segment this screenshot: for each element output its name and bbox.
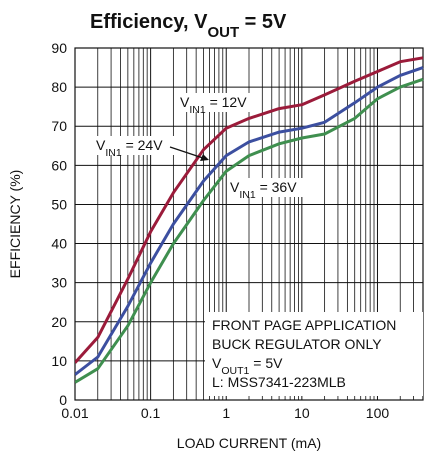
y-tick-label: 60 (51, 157, 67, 173)
x-tick-label: 10 (294, 405, 310, 421)
x-tick-label: 0.1 (141, 405, 161, 421)
y-tick-label: 90 (51, 40, 67, 56)
series-label-part: IN1 (105, 147, 122, 159)
lines (75, 56, 424, 384)
note-line-part: BUCK REGULATOR ONLY (212, 336, 382, 352)
chart-title-part: = 5V (239, 11, 287, 33)
series-line (75, 56, 424, 364)
arrow (169, 146, 204, 159)
series-label: VIN1 = 12V (180, 94, 247, 116)
series-label-part: = 36V (256, 179, 298, 195)
chart-title-part: OUT (207, 24, 239, 41)
x-tick-label: 0.01 (61, 405, 88, 421)
series-label-bg (94, 136, 176, 155)
series-label-part: V (230, 179, 240, 195)
series-label-part: IN1 (239, 189, 256, 201)
y-axis-label: EFFICIENCY (%) (7, 170, 23, 279)
note-line-part: L: MSS7341-223MLB (212, 374, 346, 390)
series-label-bg (178, 93, 260, 112)
x-axis-label: LOAD CURRENT (mA) (177, 435, 321, 451)
note-line-part: OUT1 (221, 365, 249, 377)
y-tick-label: 40 (51, 236, 67, 252)
note-line: L: MSS7341-223MLB (212, 374, 346, 390)
note-box (205, 312, 423, 396)
note-line-part: V (212, 355, 222, 371)
y-tick-label: 70 (51, 118, 67, 134)
y-tick-label: 0 (59, 392, 67, 408)
note-line-part: = 5V (249, 355, 283, 371)
series-label-part: IN1 (189, 104, 206, 116)
series-label-part: V (180, 94, 190, 110)
x-tick-label: 100 (366, 405, 390, 421)
series-label-part: V (96, 137, 106, 153)
y-tick-label: 50 (51, 196, 67, 212)
y-tick-label: 30 (51, 275, 67, 291)
plot-frame (74, 47, 424, 401)
y-tick-label: 20 (51, 314, 67, 330)
chart-title: Efficiency, VOUT = 5V (90, 11, 287, 41)
arrow-head (200, 154, 209, 161)
series-label-part: = 12V (206, 94, 248, 110)
note-line: BUCK REGULATOR ONLY (212, 336, 382, 352)
y-tick-label: 10 (51, 353, 67, 369)
note-line: FRONT PAGE APPLICATION (212, 317, 396, 333)
labels: 0.01 0.1 1 10 100 0 10 20 30 40 50 60 70 80 90 Efficien… (7, 11, 396, 451)
series-line (75, 77, 424, 384)
x-tick-label: 1 (222, 405, 230, 421)
series-label-bg (228, 178, 310, 197)
series-label-part: = 24V (122, 137, 164, 153)
y-tick-label: 80 (51, 79, 67, 95)
series-label: VIN1 = 24V (96, 137, 163, 159)
note-line-part: FRONT PAGE APPLICATION (212, 317, 396, 333)
series-label: VIN1 = 36V (230, 179, 297, 201)
chart-title-part: Efficiency, V (90, 11, 208, 33)
note-line: VOUT1 = 5V (212, 355, 283, 377)
series-line (75, 66, 424, 376)
